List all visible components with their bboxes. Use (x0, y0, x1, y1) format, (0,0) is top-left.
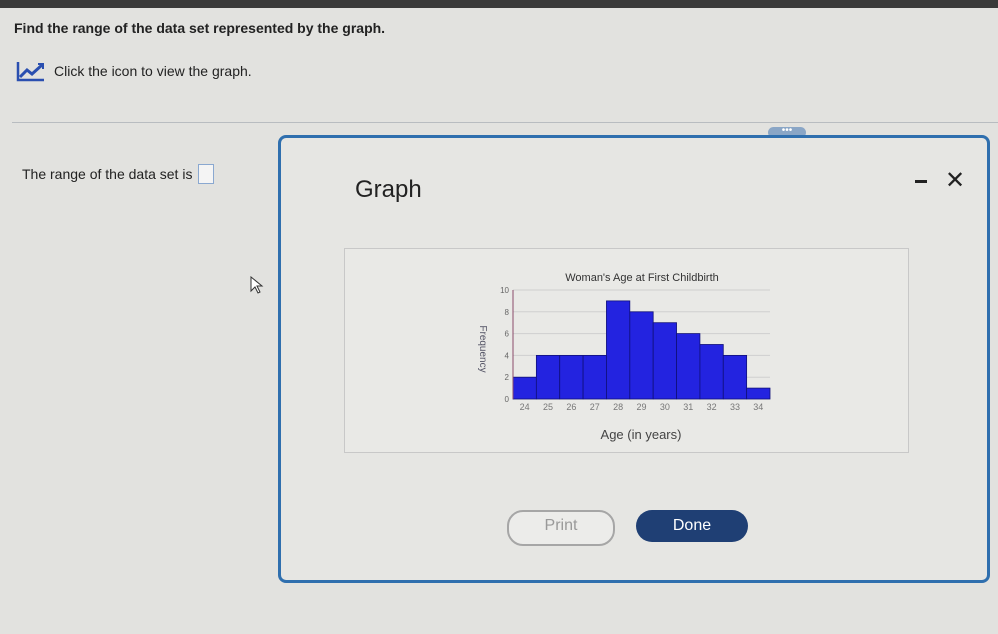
x-tick-label: 32 (707, 402, 717, 412)
y-tick-label: 8 (505, 308, 510, 317)
question-text: Find the range of the data set represent… (14, 20, 386, 36)
view-graph-link[interactable]: Click the icon to view the graph. (16, 60, 252, 82)
histogram-bar (559, 355, 584, 400)
x-tick-label: 34 (753, 402, 763, 412)
y-tick-label: 6 (505, 330, 510, 339)
close-button[interactable]: ✕ (945, 167, 966, 194)
histogram-bar (676, 333, 701, 400)
x-tick-label: 33 (730, 402, 740, 412)
histogram-bar (512, 376, 537, 400)
chart-panel: Woman's Age at First Childbirth Frequenc… (344, 248, 909, 453)
view-graph-label: Click the icon to view the graph. (54, 63, 252, 79)
histogram-bar (606, 300, 631, 400)
x-axis-label: Age (in years) (601, 427, 682, 442)
done-button[interactable]: Done (636, 510, 748, 542)
histogram-bar (582, 355, 607, 400)
graph-dialog: Graph ✕ Woman's Age at First Childbirth … (278, 135, 990, 583)
y-tick-label: 10 (500, 286, 509, 295)
y-tick-label: 2 (505, 373, 510, 382)
answer-input[interactable] (198, 164, 215, 184)
print-button[interactable]: Print (507, 510, 615, 546)
x-tick-label: 28 (613, 402, 623, 412)
histogram-bar (699, 344, 724, 400)
histogram-bar (652, 322, 677, 400)
histogram-bar (629, 311, 654, 400)
x-tick-label: 27 (590, 402, 600, 412)
histogram-bar (535, 355, 561, 400)
answer-prefix: The range of the data set is (22, 166, 193, 182)
y-tick-label: 4 (505, 351, 510, 360)
dialog-title: Graph (355, 176, 422, 203)
histogram-chart: Woman's Age at First Childbirth Frequenc… (477, 272, 771, 442)
x-tick-label: 30 (660, 402, 670, 412)
dialog-drag-handle[interactable]: ••• (768, 126, 806, 138)
histogram-bar (722, 355, 748, 400)
y-axis-label: Frequency (477, 325, 488, 372)
mouse-cursor-icon (250, 276, 264, 294)
x-tick-label: 26 (566, 402, 576, 412)
line-chart-icon[interactable] (16, 60, 46, 82)
y-tick-label: 0 (505, 395, 510, 404)
x-tick-label: 25 (543, 402, 553, 412)
answer-row: The range of the data set is (22, 164, 215, 184)
minimize-button[interactable] (915, 180, 927, 183)
chart-title: Woman's Age at First Childbirth (565, 272, 719, 284)
x-tick-label: 31 (683, 402, 693, 412)
x-tick-label: 29 (636, 402, 646, 412)
top-bar (0, 0, 998, 8)
x-tick-label: 24 (520, 402, 530, 412)
divider (12, 122, 998, 123)
histogram-bar (746, 387, 771, 400)
